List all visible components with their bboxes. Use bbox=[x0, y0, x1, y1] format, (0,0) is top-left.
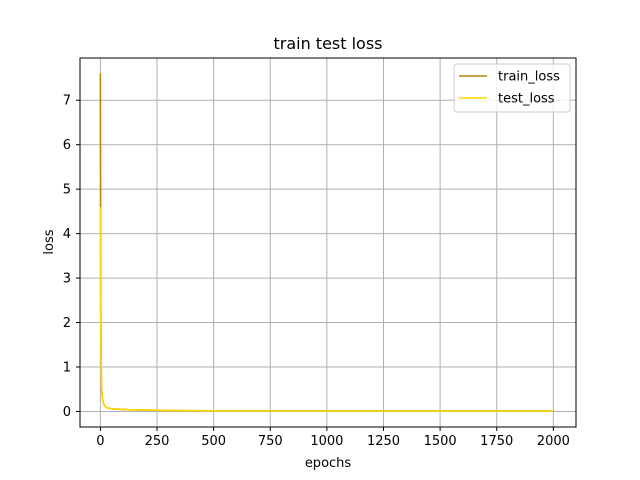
y-tick-label: 7 bbox=[63, 94, 71, 109]
x-tick-label: 1000 bbox=[310, 434, 343, 449]
y-tick-label: 3 bbox=[63, 272, 71, 287]
x-tick-label: 1250 bbox=[367, 434, 400, 449]
y-tick-label: 0 bbox=[63, 405, 71, 420]
y-tick-label: 1 bbox=[63, 360, 71, 375]
series-lines bbox=[99, 73, 554, 412]
y-tick-label: 4 bbox=[63, 227, 71, 242]
y-axis-label: loss bbox=[42, 229, 57, 254]
y-tick-label: 2 bbox=[63, 316, 71, 331]
x-tick-label: 1750 bbox=[480, 434, 513, 449]
x-tick-label: 2000 bbox=[537, 434, 570, 449]
x-tick-label: 500 bbox=[201, 434, 226, 449]
x-tick-label: 1500 bbox=[424, 434, 457, 449]
x-tick-label: 250 bbox=[145, 434, 170, 449]
x-axis-label: epochs bbox=[305, 456, 352, 471]
series-line-test-loss bbox=[99, 206, 554, 412]
x-tick-label: 750 bbox=[258, 434, 283, 449]
y-tick-label: 6 bbox=[63, 138, 71, 153]
legend: train_loss test_loss bbox=[453, 63, 571, 113]
legend-label-train-loss: train_loss bbox=[498, 70, 560, 85]
x-tick-label: 0 bbox=[96, 434, 104, 449]
plot-frame bbox=[79, 57, 577, 428]
legend-label-test-loss: test_loss bbox=[498, 92, 555, 107]
ticks: 0 250 500 750 1000 1250 1500 1750 2000 0 1 2 3 4 5 6 7 bbox=[63, 94, 570, 449]
chart-title: train test loss bbox=[273, 34, 382, 53]
y-tick-label: 5 bbox=[63, 183, 71, 198]
